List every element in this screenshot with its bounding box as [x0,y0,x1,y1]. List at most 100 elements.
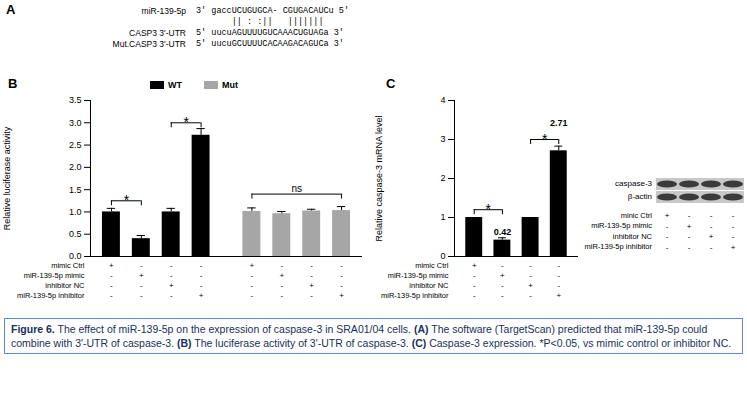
svg-text:+: + [472,261,477,270]
svg-text:-: - [529,261,532,270]
svg-text:-: - [732,211,735,220]
svg-text:-: - [310,271,313,280]
svg-text:caspase-3: caspase-3 [615,179,652,188]
svg-text:-: - [140,291,143,300]
svg-text:mimic Ctrl: mimic Ctrl [51,261,85,270]
svg-text:1.5: 1.5 [69,185,82,195]
svg-text:miR-139-5p inhibitor: miR-139-5p inhibitor [584,242,652,251]
svg-text:-: - [688,243,691,252]
svg-text:2.71: 2.71 [550,118,568,128]
svg-text:+: + [169,281,174,290]
svg-text:-: - [110,281,113,290]
svg-text:-: - [473,291,476,300]
svg-text:0.5: 0.5 [69,229,82,239]
svg-text:+: + [665,211,670,220]
svg-text:-: - [557,281,560,290]
html-text:Figure 6. The effect of miR-13: Figure 6. The effect of miR-139-5p on th… [11,323,732,350]
svg-text:miR-139-5p inhibitor: miR-139-5p inhibitor [17,291,85,300]
svg-text:-: - [710,222,713,231]
svg-text:-: - [140,261,143,270]
svg-text:3: 3 [440,134,445,144]
svg-text:-: - [557,261,560,270]
svg-text:-: - [473,281,476,290]
svg-text:-: - [280,291,283,300]
svg-text:0.0: 0.0 [69,251,82,262]
svg-text:+: + [250,261,255,270]
svg-text:Relative luciferase activity: Relative luciferase activity [2,126,12,230]
svg-text:-: - [140,281,143,290]
svg-text:-: - [251,291,254,300]
svg-text:1: 1 [440,212,445,222]
svg-text:-: - [251,271,254,280]
svg-text:1.0: 1.0 [69,207,82,217]
svg-text:-: - [710,211,713,220]
svg-text:inhibitor NC: inhibitor NC [45,281,85,290]
svg-text:miR-139-5p inhibitor: miR-139-5p inhibitor [381,291,449,300]
svg-text:+: + [339,291,344,300]
svg-text:-: - [280,281,283,290]
svg-text:-: - [666,222,669,231]
svg-text:-: - [666,232,669,241]
svg-text:*: * [486,201,492,217]
svg-text:2: 2 [440,173,445,183]
svg-text:-: - [732,232,735,241]
svg-text:-: - [170,271,173,280]
svg-text:miR-139-5p mimic: miR-139-5p mimic [24,271,85,280]
svg-text:+: + [528,281,533,290]
svg-text:4: 4 [440,95,445,105]
svg-text:Relative caspase-3 mRNA level: Relative caspase-3 mRNA level [374,115,384,241]
svg-text:-: - [200,271,203,280]
svg-text:-: - [170,291,173,300]
svg-text:-: - [710,243,713,252]
svg-text:+: + [687,222,692,231]
svg-text:-: - [529,291,532,300]
svg-text:+: + [556,291,561,300]
svg-text:+: + [709,232,714,241]
svg-text:-: - [529,271,532,280]
svg-text:+: + [309,281,314,290]
svg-text:-: - [170,261,173,270]
svg-text:3.0: 3.0 [69,118,82,128]
svg-text:-: - [501,291,504,300]
svg-text:2.0: 2.0 [69,162,82,172]
svg-text:2.5: 2.5 [69,140,82,150]
svg-text:-: - [340,271,343,280]
svg-text:-: - [557,271,560,280]
svg-text:-: - [310,291,313,300]
svg-text:-: - [280,261,283,270]
svg-text:minic Ctrl: minic Ctrl [621,211,653,220]
svg-text:+: + [500,271,505,280]
svg-text:mimic Ctrl: mimic Ctrl [415,261,449,270]
svg-text:0.42: 0.42 [494,227,512,237]
svg-text:*: * [124,192,130,208]
svg-text:*: * [183,114,189,130]
svg-text:-: - [310,261,313,270]
svg-text:ns: ns [291,183,302,194]
svg-text:*: * [542,131,548,147]
svg-text:3.5: 3.5 [69,95,82,105]
svg-text:-: - [110,291,113,300]
svg-text:-: - [200,281,203,290]
svg-text:inhibitor NC: inhibitor NC [613,232,653,241]
svg-text:-: - [340,281,343,290]
svg-text:-: - [251,281,254,290]
svg-text:-: - [110,271,113,280]
svg-text:miR-139-5p mimic: miR-139-5p mimic [388,271,449,280]
svg-text:+: + [109,261,114,270]
svg-text:-: - [688,211,691,220]
svg-text:+: + [731,243,736,252]
svg-text:-: - [473,271,476,280]
svg-text:β-actin: β-actin [628,192,652,201]
svg-text:-: - [732,222,735,231]
svg-text:-: - [501,261,504,270]
svg-text:inhibitor NC: inhibitor NC [409,281,449,290]
svg-text:+: + [199,291,204,300]
svg-text:+: + [139,271,144,280]
svg-text:miR-139-5p mimic: miR-139-5p mimic [591,221,652,230]
svg-text:-: - [688,232,691,241]
svg-text:+: + [279,271,284,280]
svg-text:-: - [200,261,203,270]
svg-text:-: - [666,243,669,252]
svg-text:-: - [501,281,504,290]
svg-text:-: - [340,261,343,270]
